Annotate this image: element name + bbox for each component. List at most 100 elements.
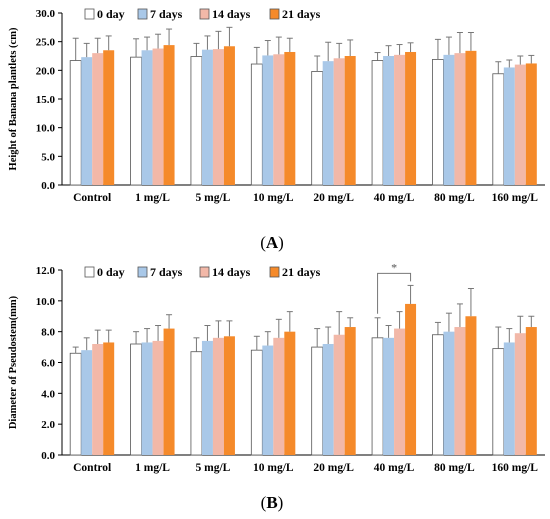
bar-0-3-3 xyxy=(284,51,296,186)
bar-1-1-5 xyxy=(383,337,395,455)
category-label-1-4: 20 mg/L xyxy=(313,462,354,474)
bar-0-0-6 xyxy=(432,59,444,186)
bar-0-0-1 xyxy=(130,56,142,186)
category-label-1-7: 160 mg/L xyxy=(492,462,539,474)
y-tick-label-0-1: 5.0 xyxy=(41,151,55,163)
bar-1-2-6 xyxy=(454,327,466,455)
category-label-1-1: 1 mg/L xyxy=(135,462,170,474)
bar-0-3-2 xyxy=(223,46,235,186)
bar-0-0-5 xyxy=(371,60,384,186)
y-tick-label-0-2: 10.0 xyxy=(36,123,56,135)
category-label-0-3: 10 mg/L xyxy=(253,192,294,204)
bar-1-3-4 xyxy=(344,327,356,455)
y-tick-label-0-6: 30.0 xyxy=(36,8,56,20)
category-label-1-5: 40 mg/L xyxy=(374,462,415,474)
category-label-1-0: Control xyxy=(73,462,111,474)
legend-swatch-1-1 xyxy=(137,266,148,278)
bar-1-3-2 xyxy=(223,336,235,455)
y-tick-label-0-0: 0.0 xyxy=(41,180,55,192)
legend-label-0-1: 7 days xyxy=(150,7,183,21)
bar-1-3-6 xyxy=(465,316,477,455)
bar-0-1-6 xyxy=(443,54,455,185)
bar-0-3-1 xyxy=(163,45,175,186)
legend-label-1-3: 21 days xyxy=(282,265,321,279)
category-label-1-2: 5 mg/L xyxy=(196,462,231,474)
bar-1-3-0 xyxy=(103,342,115,455)
legend-swatch-0-3 xyxy=(269,8,280,20)
bar-1-1-2 xyxy=(201,340,213,455)
y-tick-label-1-4: 8.0 xyxy=(41,327,55,339)
category-label-1-3: 10 mg/L xyxy=(253,462,294,474)
bar-0-2-3 xyxy=(273,54,285,185)
bar-0-0-4 xyxy=(311,71,324,186)
y-axis-label-0: Height of Banana plantlets (cm) xyxy=(8,27,19,170)
bar-1-1-6 xyxy=(443,331,455,455)
bar-1-1-7 xyxy=(503,342,515,455)
bar-0-1-4 xyxy=(322,61,334,185)
y-tick-label-1-1: 2.0 xyxy=(41,419,55,431)
bar-0-0-7 xyxy=(492,73,505,186)
legend-label-1-1: 7 days xyxy=(150,265,183,279)
legend-label-0-0: 0 day xyxy=(97,7,125,21)
legend-swatch-1-2 xyxy=(199,266,210,278)
bar-1-2-1 xyxy=(152,340,164,455)
y-tick-label-1-2: 4.0 xyxy=(41,388,55,400)
bar-0-0-0 xyxy=(69,60,82,186)
bar-0-1-5 xyxy=(383,56,395,185)
bar-1-0-3 xyxy=(250,349,263,456)
y-axis-label-1: Diameter of Pseudostem(mm) xyxy=(8,295,19,429)
y-tick-label-1-3: 6.0 xyxy=(41,358,55,370)
category-label-0-5: 40 mg/L xyxy=(374,192,415,204)
bar-1-0-6 xyxy=(432,334,444,456)
bar-1-2-4 xyxy=(333,334,345,455)
bar-1-2-2 xyxy=(212,337,224,455)
bar-1-2-7 xyxy=(514,333,526,455)
category-label-0-0: Control xyxy=(73,192,111,204)
bar-0-2-5 xyxy=(394,54,406,185)
category-label-0-7: 160 mg/L xyxy=(492,192,539,204)
y-tick-label-0-3: 15.0 xyxy=(36,94,56,106)
bar-1-1-4 xyxy=(322,344,334,455)
significance-bracket-1-0 xyxy=(377,272,412,314)
y-tick-label-1-0: 0.0 xyxy=(41,450,55,462)
bar-1-3-1 xyxy=(163,328,175,455)
bar-0-1-7 xyxy=(503,67,515,185)
bar-1-1-0 xyxy=(81,350,93,455)
bar-0-2-4 xyxy=(333,58,345,185)
legend-swatch-0-1 xyxy=(137,8,148,20)
panel-label-1: (B) xyxy=(261,493,284,512)
bar-1-3-3 xyxy=(284,331,296,455)
legend-label-0-2: 14 days xyxy=(212,7,251,21)
bar-0-3-6 xyxy=(465,50,477,186)
category-label-0-2: 5 mg/L xyxy=(196,192,231,204)
bar-0-1-0 xyxy=(81,57,93,185)
panel-label-0: (A) xyxy=(260,233,284,252)
bar-1-2-0 xyxy=(92,344,104,455)
bar-1-0-5 xyxy=(371,337,384,456)
y-tick-label-1-5: 10.0 xyxy=(36,296,56,308)
legend-swatch-0-0 xyxy=(84,8,95,20)
bar-0-2-2 xyxy=(212,49,224,186)
legend-swatch-0-2 xyxy=(199,8,210,20)
category-label-1-6: 80 mg/L xyxy=(434,462,475,474)
bar-1-0-4 xyxy=(311,346,324,456)
bar-1-0-0 xyxy=(69,352,82,456)
bar-0-2-7 xyxy=(514,64,526,185)
bar-1-1-1 xyxy=(141,342,153,455)
bar-0-1-1 xyxy=(141,50,153,186)
y-tick-label-1-6: 12.0 xyxy=(36,265,56,277)
bar-1-3-7 xyxy=(525,327,537,455)
bar-0-2-0 xyxy=(92,53,104,186)
legend-swatch-1-0 xyxy=(84,266,95,278)
bar-0-2-6 xyxy=(454,53,466,186)
bar-0-3-7 xyxy=(525,63,537,185)
bar-1-0-2 xyxy=(190,351,203,456)
bar-0-1-2 xyxy=(201,49,213,186)
category-label-0-6: 80 mg/L xyxy=(434,192,475,204)
bar-0-0-2 xyxy=(190,56,203,186)
bar-0-3-4 xyxy=(344,56,356,185)
y-tick-label-0-5: 25.0 xyxy=(36,37,56,49)
bar-1-0-1 xyxy=(130,343,142,456)
bar-0-2-1 xyxy=(152,48,164,186)
bar-0-3-5 xyxy=(405,51,417,186)
